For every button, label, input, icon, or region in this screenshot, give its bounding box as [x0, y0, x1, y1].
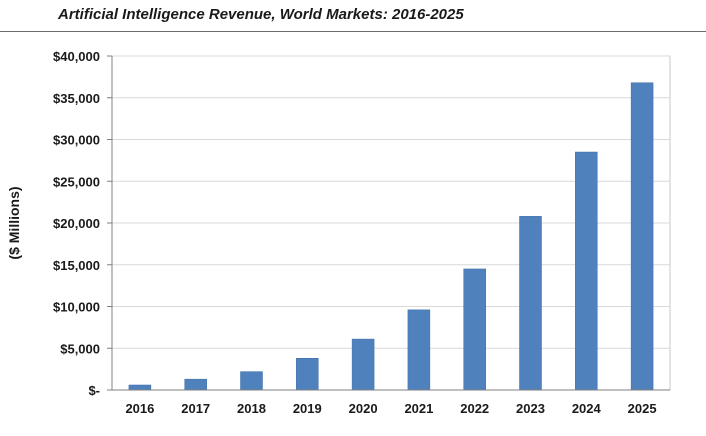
y-tick-label: $10,000	[53, 300, 100, 315]
bar-2023	[519, 216, 542, 391]
bar-2022	[463, 268, 486, 391]
x-tick-label: 2024	[572, 401, 602, 416]
bar-2017	[184, 378, 207, 391]
chart-title: Artificial Intelligence Revenue, World M…	[58, 6, 464, 23]
title-divider	[0, 31, 706, 32]
bar-2019	[296, 358, 319, 391]
y-tick-label: $40,000	[53, 49, 100, 64]
bar-2016	[128, 384, 152, 391]
bar-2020	[351, 338, 375, 391]
y-tick-label: $30,000	[53, 133, 100, 148]
bar-2018	[240, 371, 263, 391]
y-tick-label: $25,000	[53, 174, 100, 189]
x-tick-label: 2018	[237, 401, 266, 416]
bar-2024	[575, 151, 598, 391]
x-tick-label: 2017	[181, 401, 210, 416]
bar-2021	[407, 309, 431, 391]
y-axis-label: ($ Millions)	[6, 186, 22, 259]
x-tick-label: 2020	[349, 401, 378, 416]
x-tick-label: 2023	[516, 401, 545, 416]
y-tick-label: $-	[88, 383, 100, 398]
y-tick-labels: $- $5,000 $10,000 $15,000 $20,000 $25,000 $30,…	[53, 49, 112, 398]
x-tick-label: 2022	[460, 401, 489, 416]
x-tick-label: 2021	[404, 401, 433, 416]
x-tick-label: 2016	[125, 401, 154, 416]
y-tick-label: $35,000	[53, 91, 100, 106]
bar-2025	[630, 82, 654, 391]
x-tick-labels: 2016 2017 2018 2019 2020 2021 2022 2023 2024 2025	[125, 401, 656, 416]
y-tick-label: $20,000	[53, 216, 100, 231]
x-tick-label: 2025	[628, 401, 657, 416]
x-tick-label: 2019	[293, 401, 322, 416]
y-tick-label: $5,000	[60, 341, 100, 356]
y-tick-label: $15,000	[53, 258, 100, 273]
bars	[128, 82, 654, 391]
